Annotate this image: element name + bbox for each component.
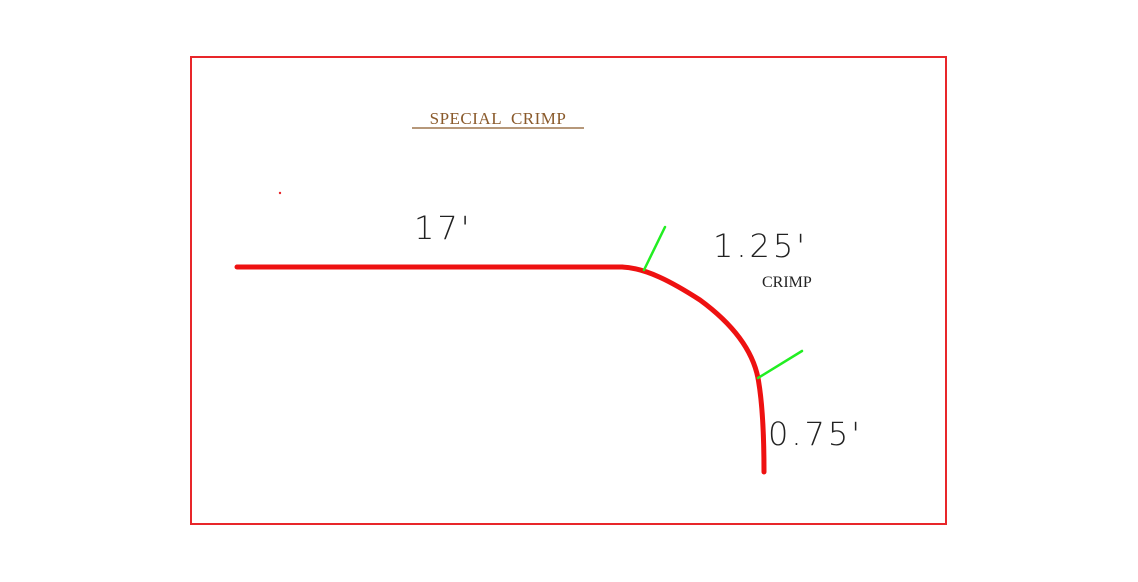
profile-crimp-curve <box>619 264 761 381</box>
bend-tick-start <box>642 225 667 272</box>
diagram-title: SPECIAL CRIMP <box>430 109 567 128</box>
dimension-label-straight: 17' <box>414 209 473 247</box>
profile-end-segment <box>755 375 767 475</box>
crimp-note: CRIMP <box>762 274 812 291</box>
bend-tick-end <box>756 349 804 380</box>
dimension-label-end: 0.75' <box>768 415 863 453</box>
stray-dot <box>278 191 282 195</box>
drawing-frame <box>190 56 947 525</box>
dimension-label-crimp: 1.25' <box>713 227 808 265</box>
